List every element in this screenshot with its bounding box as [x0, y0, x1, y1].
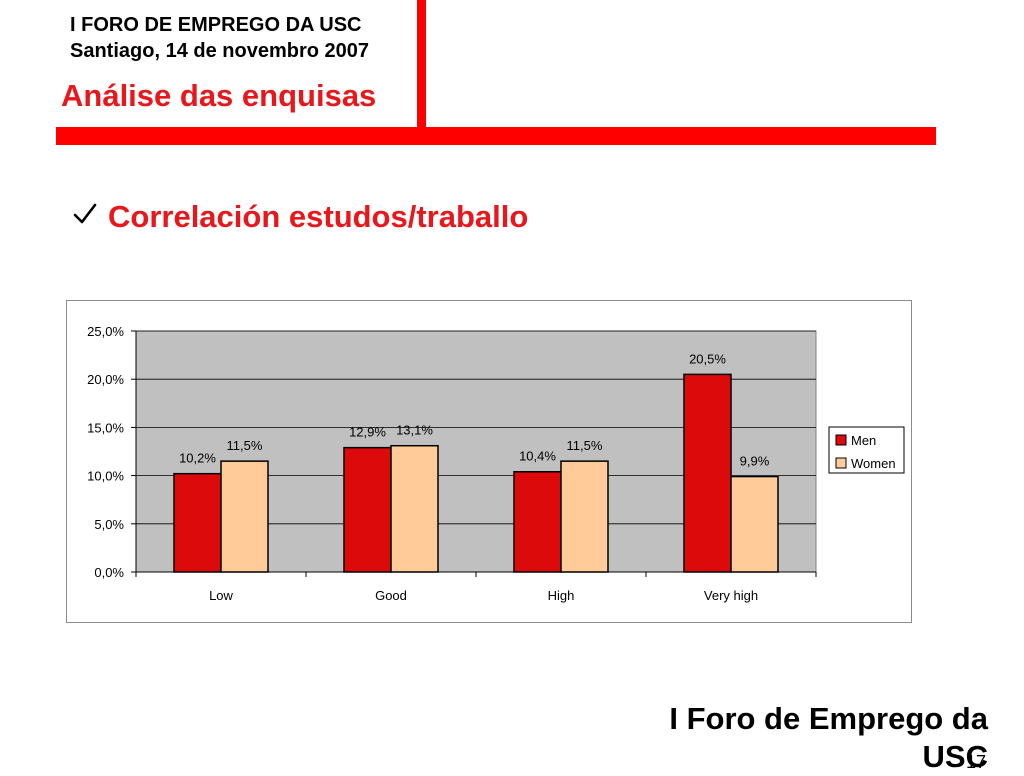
y-tick-label: 10,0% [87, 469, 124, 484]
legend-swatch-men [835, 434, 847, 446]
header-event-title: I FORO DE EMPREGO DA USC [70, 14, 362, 36]
y-tick-label: 25,0% [87, 324, 124, 339]
bullet-text: Correlación estudos/traballo [108, 199, 529, 234]
bar-men [513, 470, 562, 573]
data-label: 12,9% [349, 425, 386, 440]
footer-title: I Foro de Emprego da USC [669, 701, 988, 774]
bar-women [220, 460, 269, 573]
data-label: 10,4% [519, 449, 556, 464]
page-number: 17 [966, 752, 987, 772]
data-label: 11,5% [227, 438, 263, 453]
x-tick-label: High [548, 588, 575, 603]
bar-men [683, 373, 732, 573]
bar-men [173, 472, 222, 573]
bar-women [730, 475, 779, 573]
x-tick-label: Low [209, 588, 233, 603]
legend-label: Women [851, 456, 896, 471]
section-title: Análise das enquisas [61, 78, 377, 113]
bar-women [390, 444, 439, 573]
x-tick-label: Very high [704, 588, 758, 603]
data-label: 11,5% [567, 438, 603, 453]
chart-container: 0,0% 5,0% 10,0% 15,0% 20,0% 25,0% 10,2% 11,5% Lo… [66, 300, 912, 623]
red-horizontal-bar [56, 127, 936, 145]
data-label: 9,9% [740, 454, 770, 469]
bar-women [560, 460, 609, 573]
y-tick-label: 5,0% [94, 517, 124, 532]
red-vertical-bar [417, 0, 426, 129]
check-icon [73, 203, 97, 224]
data-label: 20,5% [689, 351, 726, 366]
bar-chart: 0,0% 5,0% 10,0% 15,0% 20,0% 25,0% 10,2% 11,5% Lo… [87, 324, 905, 603]
x-tick-label: Good [375, 588, 407, 603]
legend-label: Men [851, 433, 876, 448]
y-tick-label: 0,0% [94, 565, 124, 580]
header-date: Santiago, 14 de novembro 2007 [70, 40, 369, 62]
data-label: 10,2% [179, 451, 216, 466]
y-tick-label: 20,0% [87, 372, 124, 387]
y-tick-label: 15,0% [87, 420, 124, 435]
legend-swatch-women [835, 457, 847, 469]
bar-men [343, 446, 392, 573]
data-label: 13,1% [396, 423, 433, 438]
